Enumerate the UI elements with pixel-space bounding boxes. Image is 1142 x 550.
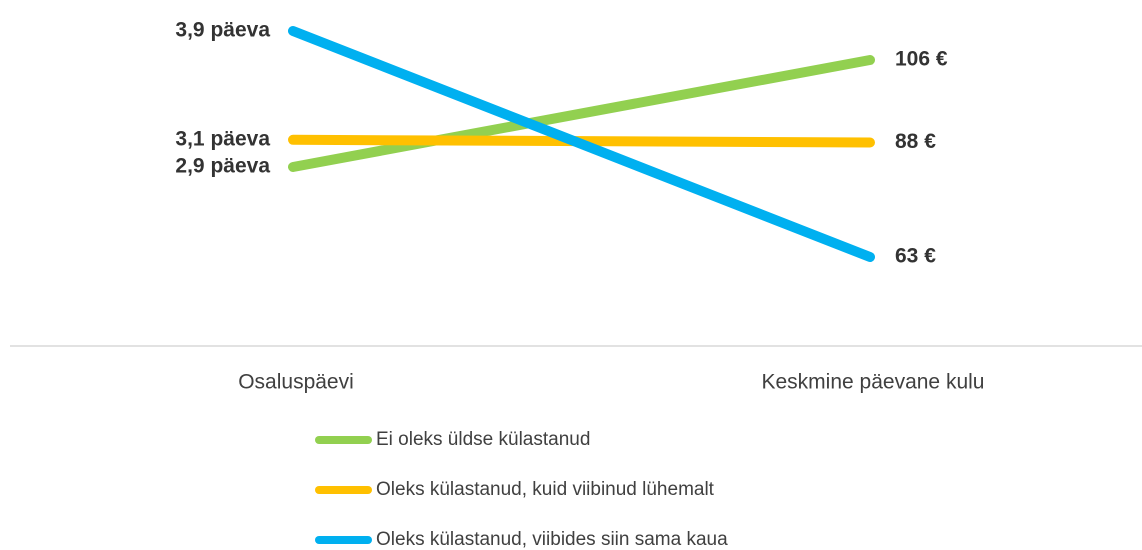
slope-line — [288, 26, 875, 262]
category-label: Keskmine päevane kulu — [762, 371, 985, 394]
data-label: 88 € — [895, 130, 936, 153]
data-label: 63 € — [895, 245, 936, 268]
data-label: 106 € — [895, 48, 948, 71]
data-label: 3,1 päeva — [175, 127, 270, 150]
category-label: Osaluspäevi — [238, 371, 354, 394]
legend-label: Ei oleks üldse külastanud — [376, 429, 590, 450]
data-label: 3,9 päeva — [175, 19, 270, 42]
slope-line — [288, 55, 875, 172]
data-label: 2,9 päeva — [175, 155, 270, 178]
legend-label: Oleks külastanud, kuid viibinud lühemalt — [376, 479, 715, 500]
legend-label: Oleks külastanud, viibides siin sama kau… — [376, 529, 728, 550]
